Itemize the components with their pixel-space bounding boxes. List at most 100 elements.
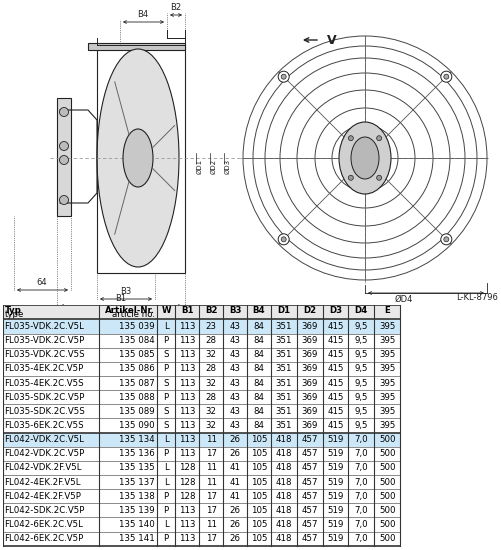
Text: FL042-6EK.2C.V5L: FL042-6EK.2C.V5L bbox=[5, 520, 83, 529]
Ellipse shape bbox=[97, 49, 179, 267]
Text: 519: 519 bbox=[327, 435, 343, 444]
Text: 519: 519 bbox=[327, 506, 343, 515]
Text: FL042-VDK.2F.V5L: FL042-VDK.2F.V5L bbox=[5, 464, 82, 472]
Text: 369: 369 bbox=[301, 322, 317, 331]
Text: 84: 84 bbox=[253, 336, 264, 345]
Text: 415: 415 bbox=[327, 336, 343, 345]
Text: L: L bbox=[163, 520, 168, 529]
Text: 395: 395 bbox=[378, 378, 395, 388]
Text: FL035-VDK.2C.V5S: FL035-VDK.2C.V5S bbox=[5, 350, 85, 359]
Text: 500: 500 bbox=[378, 449, 395, 458]
Text: 415: 415 bbox=[327, 393, 343, 402]
Text: 135 140: 135 140 bbox=[119, 520, 154, 529]
Text: 26: 26 bbox=[229, 449, 240, 458]
Text: L: L bbox=[163, 322, 168, 331]
Text: 135 141: 135 141 bbox=[119, 534, 154, 543]
Bar bbox=[57, 98, 71, 216]
Text: 11: 11 bbox=[205, 464, 216, 472]
Text: 105: 105 bbox=[250, 435, 267, 444]
Text: 457: 457 bbox=[301, 435, 317, 444]
Text: FL042-6EK.2C.V5P: FL042-6EK.2C.V5P bbox=[5, 534, 84, 543]
Ellipse shape bbox=[278, 234, 289, 245]
Text: FL042-4EK.2F.V5L: FL042-4EK.2F.V5L bbox=[5, 477, 81, 487]
Text: 415: 415 bbox=[327, 407, 343, 416]
Text: 457: 457 bbox=[301, 520, 317, 529]
Text: 7,0: 7,0 bbox=[354, 506, 367, 515]
Text: 415: 415 bbox=[327, 378, 343, 388]
Text: 351: 351 bbox=[275, 421, 292, 430]
Text: 128: 128 bbox=[179, 492, 195, 500]
Text: S: S bbox=[163, 407, 168, 416]
Text: B3: B3 bbox=[120, 287, 131, 296]
Text: 457: 457 bbox=[301, 477, 317, 487]
Text: 43: 43 bbox=[229, 393, 240, 402]
Text: 105: 105 bbox=[250, 477, 267, 487]
Bar bbox=[3, 376, 399, 390]
Bar bbox=[3, 518, 399, 532]
Text: D3: D3 bbox=[328, 306, 341, 315]
Text: 128: 128 bbox=[179, 477, 195, 487]
Text: 32: 32 bbox=[205, 407, 216, 416]
Bar bbox=[88, 43, 185, 50]
Text: type: type bbox=[5, 310, 24, 319]
Text: 105: 105 bbox=[250, 520, 267, 529]
Text: 9,5: 9,5 bbox=[354, 393, 367, 402]
Text: 415: 415 bbox=[327, 421, 343, 430]
Bar bbox=[3, 475, 399, 489]
Text: 457: 457 bbox=[301, 534, 317, 543]
Text: 351: 351 bbox=[275, 365, 292, 373]
Text: 500: 500 bbox=[378, 477, 395, 487]
Text: 415: 415 bbox=[327, 322, 343, 331]
Text: ØD3: ØD3 bbox=[224, 158, 230, 174]
Text: 457: 457 bbox=[301, 449, 317, 458]
Text: 457: 457 bbox=[301, 492, 317, 500]
Bar bbox=[3, 461, 399, 475]
Text: P: P bbox=[163, 492, 168, 500]
Bar bbox=[3, 320, 399, 333]
Text: 113: 113 bbox=[179, 350, 195, 359]
Bar bbox=[3, 532, 399, 546]
Text: 43: 43 bbox=[229, 365, 240, 373]
Text: 500: 500 bbox=[378, 435, 395, 444]
Text: 135 089: 135 089 bbox=[119, 407, 154, 416]
Text: 351: 351 bbox=[275, 407, 292, 416]
Text: FL035-4EK.2C.V5P: FL035-4EK.2C.V5P bbox=[5, 365, 84, 373]
Text: B2: B2 bbox=[170, 3, 181, 12]
Text: P: P bbox=[163, 534, 168, 543]
Text: 113: 113 bbox=[179, 435, 195, 444]
Text: 135 090: 135 090 bbox=[119, 421, 154, 430]
Text: 369: 369 bbox=[301, 336, 317, 345]
Text: 519: 519 bbox=[327, 464, 343, 472]
Text: 9,5: 9,5 bbox=[354, 350, 367, 359]
Text: 9,5: 9,5 bbox=[354, 336, 367, 345]
Bar bbox=[3, 489, 399, 503]
Text: V: V bbox=[326, 34, 336, 47]
Text: 26: 26 bbox=[229, 520, 240, 529]
Bar bbox=[3, 503, 399, 518]
Text: 519: 519 bbox=[327, 534, 343, 543]
Text: 43: 43 bbox=[229, 336, 240, 345]
Text: 369: 369 bbox=[301, 365, 317, 373]
Text: 43: 43 bbox=[229, 378, 240, 388]
Text: FL042-4EK.2F.V5P: FL042-4EK.2F.V5P bbox=[5, 492, 81, 500]
Text: 500: 500 bbox=[378, 506, 395, 515]
Text: 26: 26 bbox=[229, 534, 240, 543]
Text: 135 085: 135 085 bbox=[119, 350, 154, 359]
Text: article no.: article no. bbox=[111, 310, 154, 319]
Text: 135 087: 135 087 bbox=[119, 378, 154, 388]
Text: 113: 113 bbox=[179, 421, 195, 430]
Text: ØD4: ØD4 bbox=[394, 295, 412, 304]
Text: S: S bbox=[163, 421, 168, 430]
Ellipse shape bbox=[281, 237, 286, 242]
Text: 351: 351 bbox=[275, 378, 292, 388]
Ellipse shape bbox=[443, 237, 448, 242]
Text: 395: 395 bbox=[378, 365, 395, 373]
Text: 43: 43 bbox=[229, 421, 240, 430]
Text: FL042-VDK.2C.V5P: FL042-VDK.2C.V5P bbox=[5, 449, 85, 458]
Text: Typ: Typ bbox=[5, 306, 22, 315]
Text: 135 086: 135 086 bbox=[119, 365, 154, 373]
Text: 500: 500 bbox=[378, 464, 395, 472]
Text: 26: 26 bbox=[229, 435, 240, 444]
Text: 105: 105 bbox=[250, 506, 267, 515]
Text: S: S bbox=[163, 378, 168, 388]
